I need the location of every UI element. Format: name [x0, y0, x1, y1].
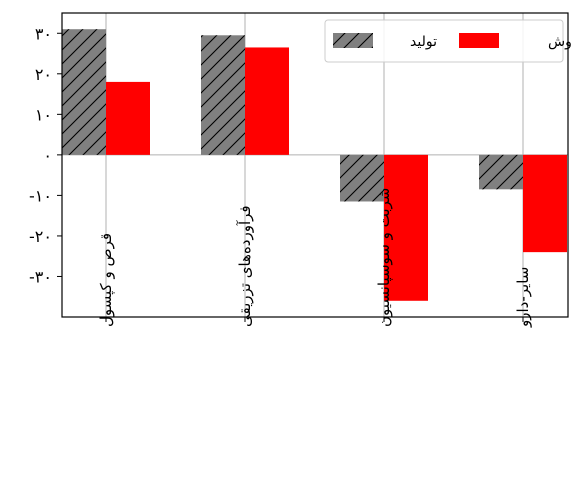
- legend-label-production: تولید: [410, 34, 437, 50]
- bars: [62, 29, 567, 301]
- bar-sales: [384, 154, 428, 301]
- x-tick-label: قرص و کپسول: [97, 233, 116, 327]
- y-tick-label: -۲۰: [29, 227, 52, 246]
- bar-sales: [523, 154, 567, 253]
- bar-sales: [245, 47, 289, 155]
- y-tick-label: ۱۰: [35, 105, 52, 124]
- legend-box: [324, 19, 564, 63]
- legend: فروش تولید: [324, 19, 571, 63]
- bar-hatch: [479, 154, 523, 190]
- x-tick-label: شربت و سوسپانسیون: [375, 188, 394, 327]
- y-tick-label: ۳۰: [35, 24, 52, 43]
- legend-swatch-sales: [459, 33, 499, 48]
- y-tick-label: ۰: [43, 146, 52, 165]
- legend-swatch-hatch: [333, 33, 373, 48]
- bar-sales: [106, 81, 150, 155]
- bar-hatch: [340, 154, 384, 202]
- y-tick-label: -۳۰: [29, 267, 52, 286]
- bar-hatch: [201, 35, 245, 155]
- bar-hatch: [62, 29, 106, 155]
- y-tick-label: ۲۰: [35, 65, 52, 84]
- x-tick-label: سایر-دارو: [514, 267, 532, 328]
- axes: ۳۰ ۲۰ ۱۰ ۰ -۱۰ -۲۰ -۳۰ قرص و کپسول فرآورده‌های ت…: [29, 12, 569, 328]
- legend-label-sales: فروش: [548, 34, 571, 50]
- y-tick-label: -۱۰: [29, 186, 52, 205]
- plot-frame: [61, 12, 569, 318]
- x-tick-label: فرآورده‌های تزریقی: [236, 205, 254, 327]
